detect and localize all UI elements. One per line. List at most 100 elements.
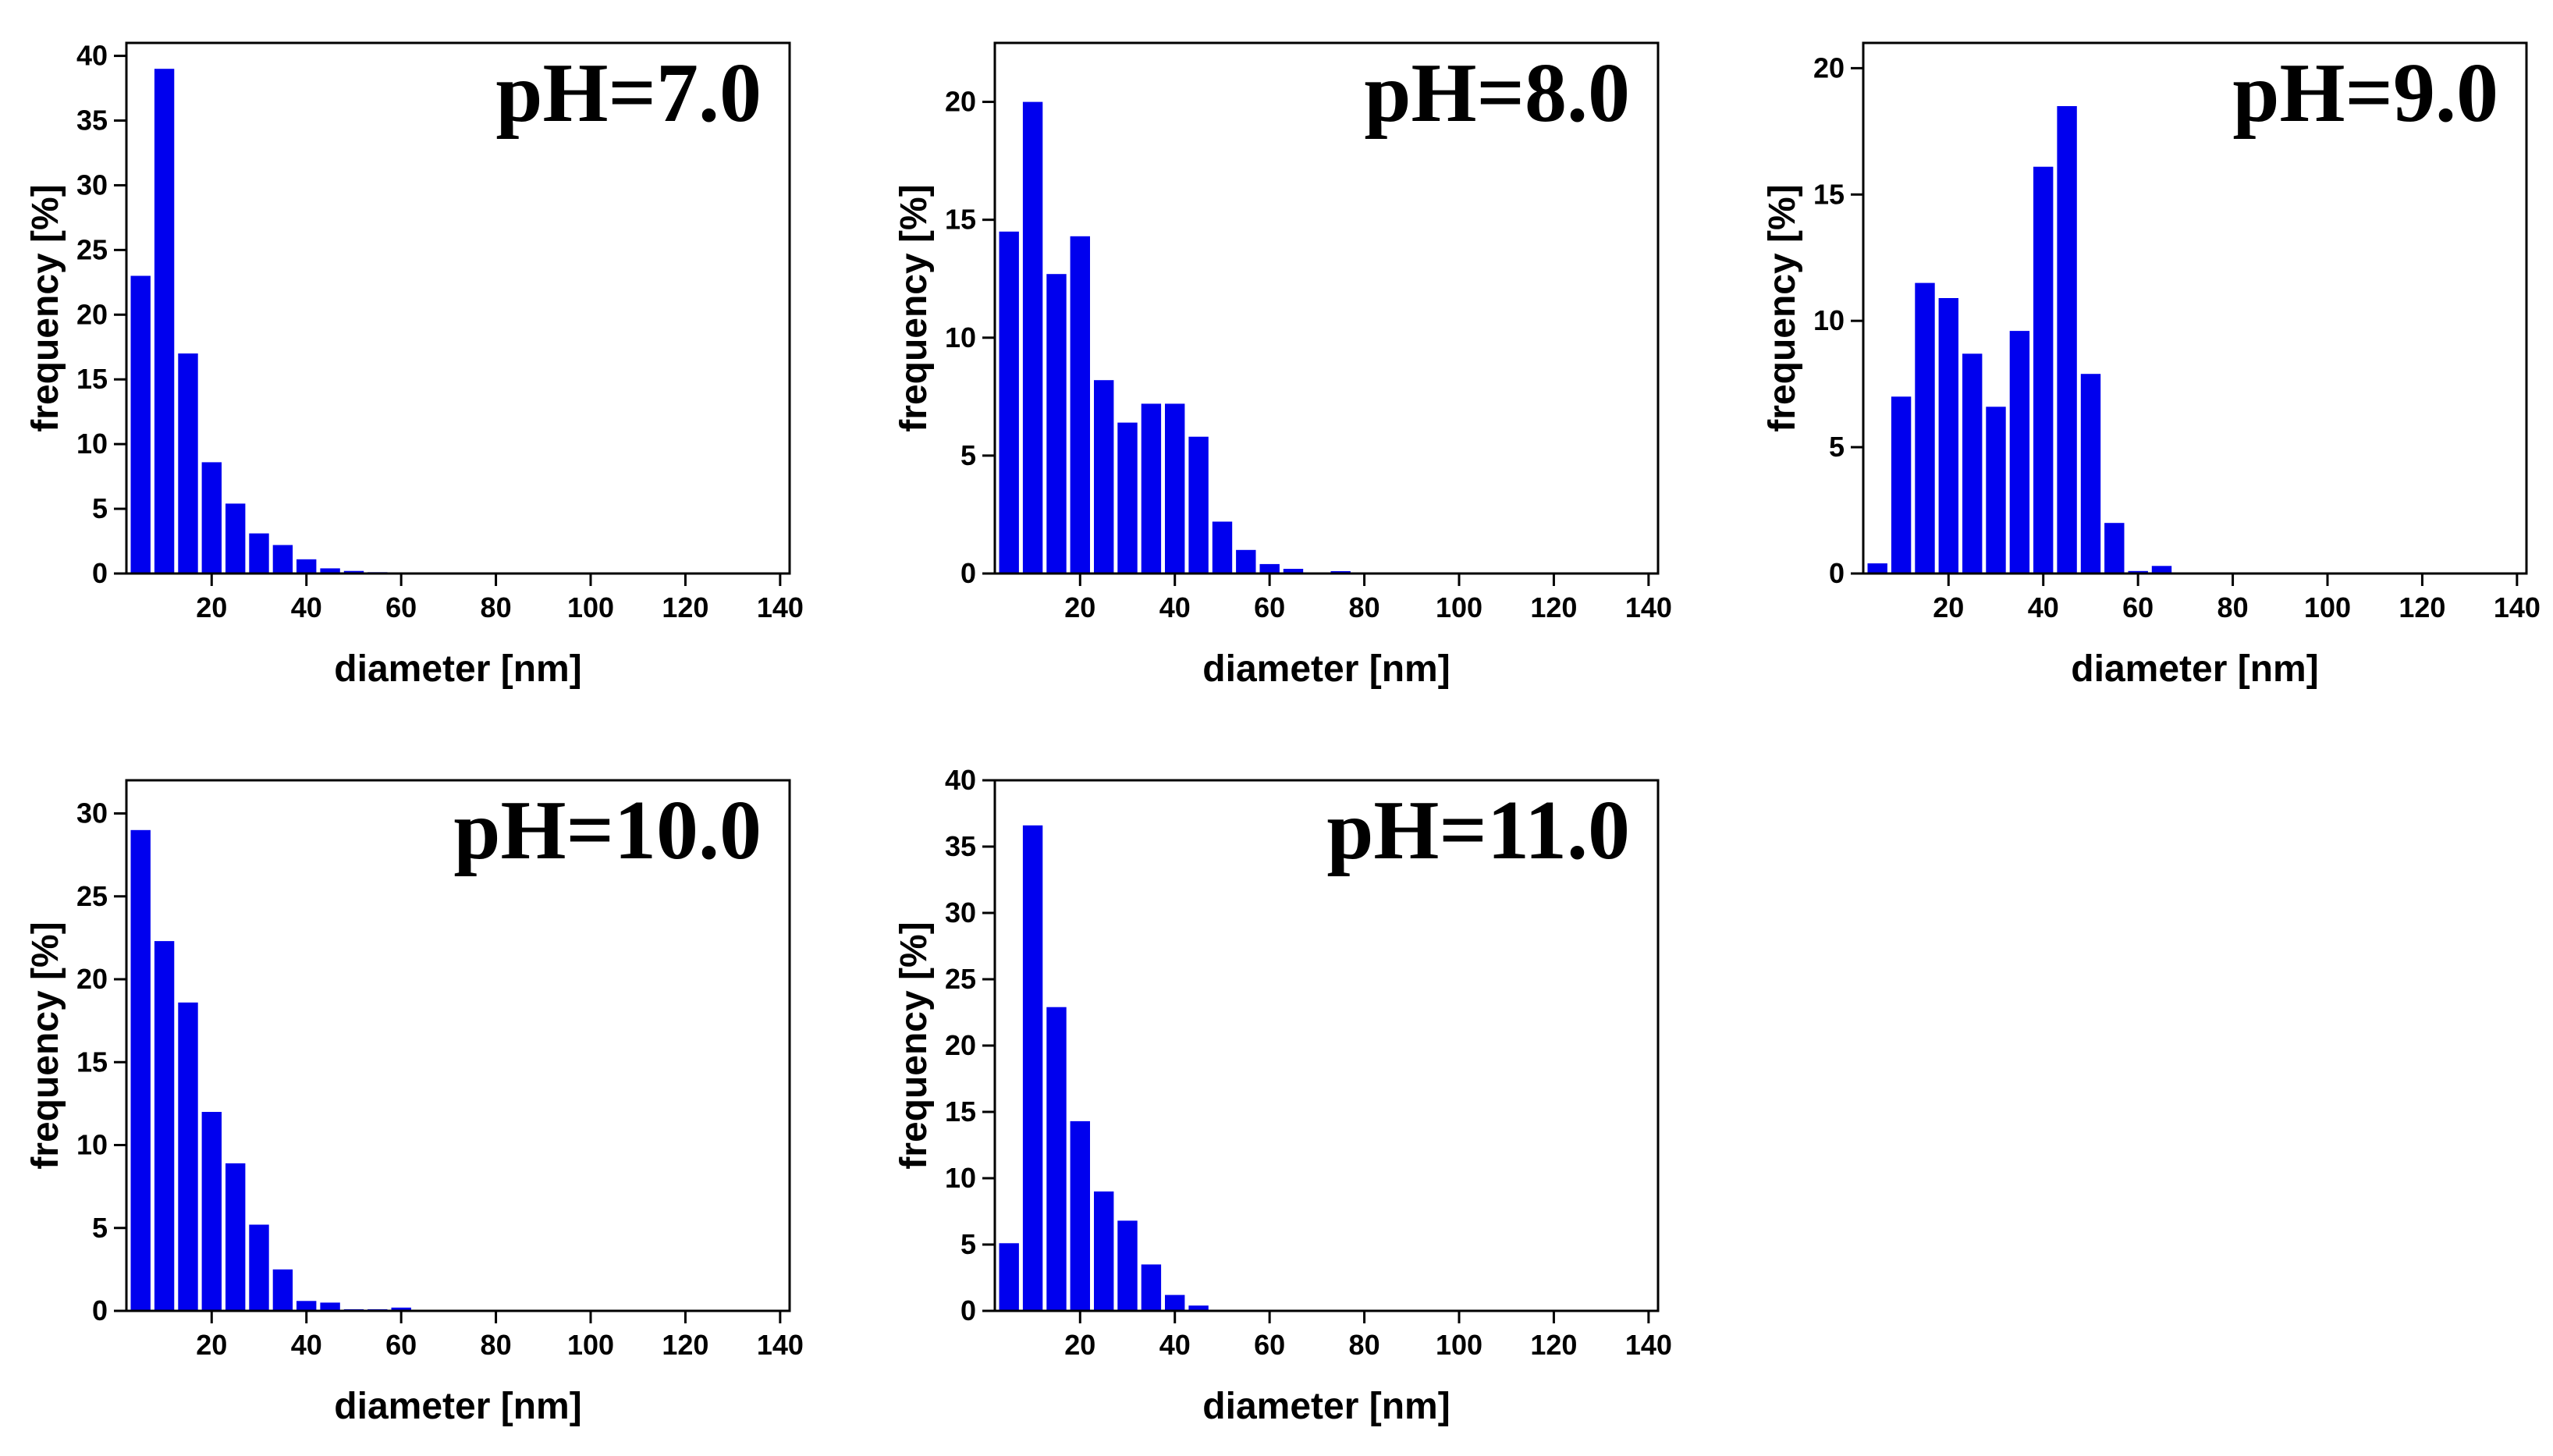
bar-ph8-60: [1259, 563, 1280, 574]
bar-ph7-45: [320, 568, 340, 574]
bar-ph11-5: [999, 1243, 1019, 1311]
x-tick-label: 120: [1530, 591, 1577, 623]
bar-ph11-40: [1165, 1294, 1185, 1311]
bar-ph11-35: [1141, 1264, 1162, 1311]
bar-ph8-10: [1022, 101, 1043, 574]
bar-ph11-10: [1022, 825, 1043, 1311]
y-tick-label: 20: [76, 298, 108, 330]
y-tick-label: 20: [945, 1029, 976, 1061]
y-tick-label: 0: [92, 1294, 108, 1326]
panel-title: pH=8.0: [1364, 47, 1630, 140]
x-tick-label: 80: [481, 591, 512, 623]
bar-ph7-5: [130, 275, 151, 574]
y-tick-label: 25: [76, 233, 108, 265]
y-axis-label: frequency [%]: [893, 184, 935, 431]
chart-panel-ph10: 0 5 10 15 20 25 30 20 40 60 80 100 120 140 diameter [n…: [25, 779, 804, 1427]
bar-ph8-40: [1165, 403, 1185, 574]
x-tick-label: 140: [2494, 591, 2541, 623]
bar-ph8-55: [1236, 549, 1256, 574]
x-tick-label: 20: [1064, 1329, 1095, 1361]
x-tick-label: 40: [2028, 591, 2059, 623]
bar-ph10-60: [391, 1307, 411, 1312]
x-tick-label: 60: [1254, 591, 1285, 623]
x-tick-label: 60: [385, 591, 417, 623]
x-tick-label: 120: [662, 591, 708, 623]
bar-ph9-5: [1867, 563, 1887, 574]
chart-panel-ph9: 0 5 10 15 20 20 40 60 80 100 120 140 diameter [nm] fr…: [1762, 41, 2541, 690]
panel-title: pH=9.0: [2232, 47, 2498, 140]
x-tick-label: 60: [385, 1329, 417, 1361]
bar-series: [130, 829, 411, 1312]
plot-frame: [1862, 41, 2528, 575]
y-tick-label: 30: [945, 897, 976, 929]
y-tick-label: 15: [945, 1096, 976, 1128]
x-tick-label: 140: [1625, 1329, 1672, 1361]
y-axis-label: frequency [%]: [25, 922, 66, 1169]
bar-ph9-20: [1938, 298, 1958, 574]
x-axis-label: diameter [nm]: [334, 648, 581, 690]
x-tick-label: 140: [757, 591, 804, 623]
bar-ph9-40: [2033, 166, 2054, 574]
bar-ph7-50: [343, 570, 364, 574]
bar-ph9-65: [2151, 566, 2172, 574]
x-tick-label: 60: [1254, 1329, 1285, 1361]
y-tick-label: 35: [945, 830, 976, 862]
bar-ph8-45: [1188, 436, 1209, 574]
y-tick-label: 20: [1813, 51, 1845, 83]
bar-ph7-35: [272, 545, 293, 574]
y-tick-label: 5: [92, 492, 108, 524]
bar-ph8-25: [1094, 380, 1114, 574]
bar-ph10-40: [296, 1301, 317, 1312]
x-tick-label: 80: [2217, 591, 2249, 623]
y-tick-label: 20: [76, 963, 108, 995]
y-tick-label: 10: [76, 1129, 108, 1161]
bar-series: [1867, 106, 2172, 574]
y-tick-label: 10: [945, 321, 976, 353]
bar-ph10-5: [130, 829, 151, 1312]
chart-panel-ph8: 0 5 10 15 20 20 40 60 80 100 120 140 diameter [nm] fr…: [893, 41, 1672, 690]
plot-frame: [993, 41, 1660, 575]
bar-ph8-30: [1117, 422, 1138, 574]
bar-ph8-50: [1212, 521, 1233, 574]
bar-ph8-65: [1283, 569, 1304, 574]
bar-ph8-20: [1070, 236, 1090, 574]
bar-ph11-30: [1117, 1220, 1138, 1311]
y-tick-label: 25: [76, 880, 108, 912]
bar-ph10-15: [178, 1002, 198, 1312]
bar-ph10-45: [320, 1302, 340, 1311]
y-tick-label: 15: [945, 204, 976, 236]
y-tick-label: 15: [76, 363, 108, 395]
bar-ph9-45: [2057, 106, 2077, 574]
bar-ph9-10: [1891, 396, 1912, 574]
x-tick-label: 120: [1530, 1329, 1577, 1361]
x-axis-label: diameter [nm]: [334, 1386, 581, 1427]
y-tick-label: 5: [1829, 431, 1845, 463]
y-tick-label: 0: [92, 557, 108, 589]
bar-ph11-25: [1094, 1191, 1114, 1311]
y-tick-label: 15: [1813, 178, 1845, 210]
x-axis-label: diameter [nm]: [1202, 1386, 1450, 1427]
bar-ph9-50: [2080, 374, 2101, 574]
y-tick-label: 30: [76, 797, 108, 829]
bar-ph10-35: [272, 1269, 293, 1311]
bar-series: [999, 825, 1209, 1311]
bar-ph7-15: [178, 353, 198, 574]
y-tick-label: 40: [945, 764, 976, 796]
bar-ph7-40: [296, 559, 317, 574]
x-tick-label: 40: [291, 591, 322, 623]
panel-title: pH=7.0: [495, 47, 762, 140]
y-tick-label: 0: [1829, 557, 1845, 589]
x-tick-label: 100: [567, 1329, 614, 1361]
plot-frame: [125, 779, 791, 1312]
bar-series: [999, 101, 1351, 574]
y-tick-label: 5: [92, 1212, 108, 1244]
y-tick-label: 25: [945, 963, 976, 995]
y-tick-label: 5: [960, 1228, 976, 1260]
y-tick-label: 5: [960, 439, 976, 471]
panel-title: pH=10.0: [453, 784, 762, 877]
bar-series: [130, 69, 388, 574]
x-tick-label: 20: [196, 1329, 227, 1361]
y-tick-label: 40: [76, 40, 108, 72]
y-tick-label: 0: [960, 557, 976, 589]
